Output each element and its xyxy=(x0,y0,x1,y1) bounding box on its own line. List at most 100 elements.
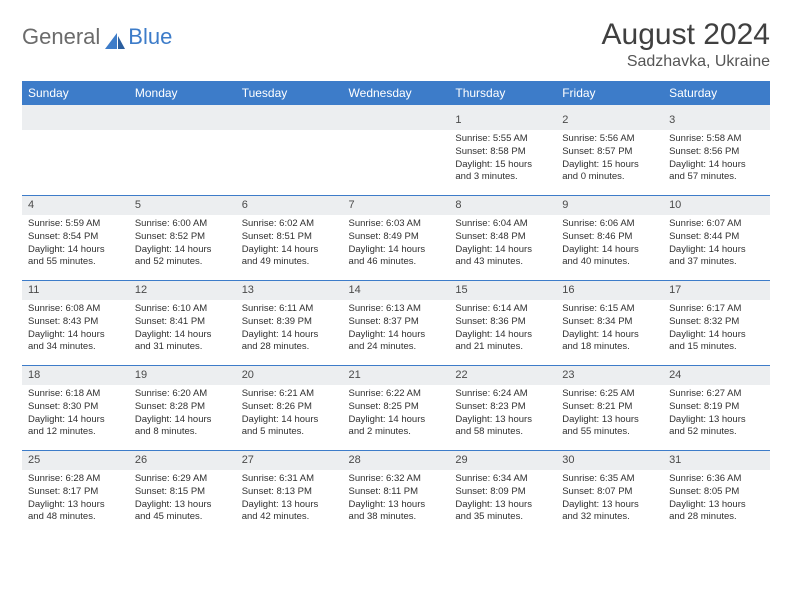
title-block: August 2024 Sadzhavka, Ukraine xyxy=(602,18,770,71)
sunset: Sunset: 8:26 PM xyxy=(242,401,337,414)
sunset: Sunset: 8:54 PM xyxy=(28,231,123,244)
daylight-line1: Daylight: 14 hours xyxy=(349,244,444,257)
daylight-line2: and 45 minutes. xyxy=(135,511,230,524)
sunrise: Sunrise: 5:59 AM xyxy=(28,218,123,231)
daylight-line1: Daylight: 14 hours xyxy=(562,244,657,257)
day-number: 8 xyxy=(449,196,556,215)
daylight-line1: Daylight: 14 hours xyxy=(349,414,444,427)
sunset: Sunset: 8:52 PM xyxy=(135,231,230,244)
dow-thu: Thursday xyxy=(449,81,556,105)
week-num-row: 11121314151617 xyxy=(22,281,770,300)
daylight-line2: and 46 minutes. xyxy=(349,256,444,269)
day-detail xyxy=(236,130,343,195)
day-detail: Sunrise: 6:03 AMSunset: 8:49 PMDaylight:… xyxy=(343,215,450,280)
day-detail: Sunrise: 6:11 AMSunset: 8:39 PMDaylight:… xyxy=(236,300,343,365)
week-num-row: 25262728293031 xyxy=(22,451,770,470)
daylight-line1: Daylight: 14 hours xyxy=(669,159,764,172)
day-number: 1 xyxy=(449,111,556,130)
daylight-line2: and 42 minutes. xyxy=(242,511,337,524)
day-detail: Sunrise: 6:10 AMSunset: 8:41 PMDaylight:… xyxy=(129,300,236,365)
sunset: Sunset: 8:32 PM xyxy=(669,316,764,329)
sunrise: Sunrise: 6:25 AM xyxy=(562,388,657,401)
sunset: Sunset: 8:25 PM xyxy=(349,401,444,414)
sunrise: Sunrise: 6:20 AM xyxy=(135,388,230,401)
brand-part1: General xyxy=(22,24,100,50)
sunset: Sunset: 8:46 PM xyxy=(562,231,657,244)
sunset: Sunset: 8:11 PM xyxy=(349,486,444,499)
sunset: Sunset: 8:48 PM xyxy=(455,231,550,244)
sunset: Sunset: 8:56 PM xyxy=(669,146,764,159)
day-detail: Sunrise: 5:56 AMSunset: 8:57 PMDaylight:… xyxy=(556,130,663,195)
daylight-line1: Daylight: 14 hours xyxy=(562,329,657,342)
daylight-line2: and 0 minutes. xyxy=(562,171,657,184)
sunset: Sunset: 8:21 PM xyxy=(562,401,657,414)
sunrise: Sunrise: 6:04 AM xyxy=(455,218,550,231)
dow-sun: Sunday xyxy=(22,81,129,105)
dow-mon: Monday xyxy=(129,81,236,105)
sunrise: Sunrise: 6:29 AM xyxy=(135,473,230,486)
daylight-line1: Daylight: 13 hours xyxy=(562,499,657,512)
day-number: 18 xyxy=(22,366,129,385)
daylight-line2: and 34 minutes. xyxy=(28,341,123,354)
day-number: 7 xyxy=(343,196,450,215)
daylight-line1: Daylight: 14 hours xyxy=(28,414,123,427)
day-number: 25 xyxy=(22,451,129,470)
week-detail-row: Sunrise: 5:59 AMSunset: 8:54 PMDaylight:… xyxy=(22,215,770,280)
daylight-line2: and 15 minutes. xyxy=(669,341,764,354)
sunrise: Sunrise: 6:14 AM xyxy=(455,303,550,316)
sunrise: Sunrise: 6:08 AM xyxy=(28,303,123,316)
sunrise: Sunrise: 6:27 AM xyxy=(669,388,764,401)
daylight-line2: and 12 minutes. xyxy=(28,426,123,439)
week-num-row: 18192021222324 xyxy=(22,366,770,385)
sunset: Sunset: 8:13 PM xyxy=(242,486,337,499)
sunset: Sunset: 8:57 PM xyxy=(562,146,657,159)
day-detail: Sunrise: 6:25 AMSunset: 8:21 PMDaylight:… xyxy=(556,385,663,450)
daylight-line1: Daylight: 14 hours xyxy=(28,329,123,342)
day-detail: Sunrise: 6:20 AMSunset: 8:28 PMDaylight:… xyxy=(129,385,236,450)
daylight-line2: and 48 minutes. xyxy=(28,511,123,524)
day-detail: Sunrise: 6:13 AMSunset: 8:37 PMDaylight:… xyxy=(343,300,450,365)
daylight-line2: and 31 minutes. xyxy=(135,341,230,354)
day-detail xyxy=(129,130,236,195)
sunrise: Sunrise: 6:10 AM xyxy=(135,303,230,316)
dow-row: Sunday Monday Tuesday Wednesday Thursday… xyxy=(22,81,770,105)
sunrise: Sunrise: 6:07 AM xyxy=(669,218,764,231)
sunset: Sunset: 8:28 PM xyxy=(135,401,230,414)
day-number: 15 xyxy=(449,281,556,300)
daylight-line1: Daylight: 13 hours xyxy=(349,499,444,512)
sunrise: Sunrise: 6:17 AM xyxy=(669,303,764,316)
sunrise: Sunrise: 5:58 AM xyxy=(669,133,764,146)
day-detail: Sunrise: 6:21 AMSunset: 8:26 PMDaylight:… xyxy=(236,385,343,450)
daylight-line2: and 24 minutes. xyxy=(349,341,444,354)
day-detail: Sunrise: 6:07 AMSunset: 8:44 PMDaylight:… xyxy=(663,215,770,280)
day-number: 20 xyxy=(236,366,343,385)
sunrise: Sunrise: 6:21 AM xyxy=(242,388,337,401)
day-number: 27 xyxy=(236,451,343,470)
sunset: Sunset: 8:44 PM xyxy=(669,231,764,244)
day-number: 24 xyxy=(663,366,770,385)
daylight-line2: and 57 minutes. xyxy=(669,171,764,184)
daylight-line1: Daylight: 14 hours xyxy=(28,244,123,257)
daylight-line1: Daylight: 13 hours xyxy=(455,414,550,427)
daylight-line1: Daylight: 14 hours xyxy=(455,329,550,342)
week-num-row: 123 xyxy=(22,111,770,130)
day-number: 2 xyxy=(556,111,663,130)
header: GeneralBlue August 2024 Sadzhavka, Ukrai… xyxy=(22,18,770,71)
day-detail: Sunrise: 6:31 AMSunset: 8:13 PMDaylight:… xyxy=(236,470,343,535)
sunrise: Sunrise: 6:15 AM xyxy=(562,303,657,316)
daylight-line2: and 55 minutes. xyxy=(28,256,123,269)
daylight-line1: Daylight: 14 hours xyxy=(135,414,230,427)
week-detail-row: Sunrise: 6:18 AMSunset: 8:30 PMDaylight:… xyxy=(22,385,770,450)
day-detail: Sunrise: 5:59 AMSunset: 8:54 PMDaylight:… xyxy=(22,215,129,280)
daylight-line2: and 52 minutes. xyxy=(669,426,764,439)
daylight-line2: and 49 minutes. xyxy=(242,256,337,269)
day-number: 19 xyxy=(129,366,236,385)
sunrise: Sunrise: 6:35 AM xyxy=(562,473,657,486)
calendar-page: GeneralBlue August 2024 Sadzhavka, Ukrai… xyxy=(0,0,792,545)
sunrise: Sunrise: 5:56 AM xyxy=(562,133,657,146)
sunset: Sunset: 8:37 PM xyxy=(349,316,444,329)
daylight-line2: and 37 minutes. xyxy=(669,256,764,269)
day-detail: Sunrise: 6:14 AMSunset: 8:36 PMDaylight:… xyxy=(449,300,556,365)
sunrise: Sunrise: 6:36 AM xyxy=(669,473,764,486)
week-detail-row: Sunrise: 6:08 AMSunset: 8:43 PMDaylight:… xyxy=(22,300,770,365)
